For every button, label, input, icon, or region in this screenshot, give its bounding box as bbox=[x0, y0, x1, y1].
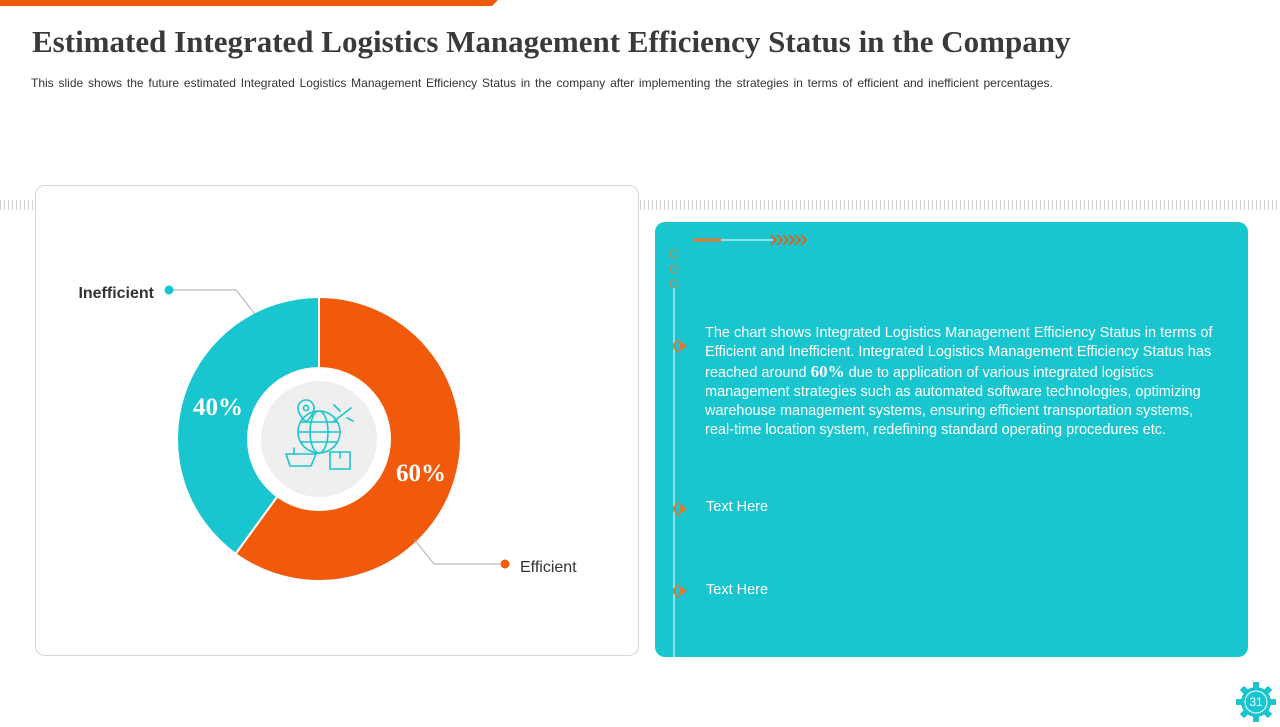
timeline-decoration bbox=[669, 234, 808, 657]
legend-dot-efficient bbox=[500, 559, 510, 569]
leader-line-efficient bbox=[413, 538, 500, 565]
bullet-marker-1 bbox=[673, 339, 687, 353]
logistics-globe-icon bbox=[285, 399, 354, 470]
page-number-badge: 31 bbox=[1236, 682, 1276, 722]
text-item-1: Text Here bbox=[706, 499, 769, 515]
gear-icon bbox=[1236, 682, 1276, 722]
donut-slice-inefficient bbox=[176, 295, 320, 556]
data-label-inefficient: 40% bbox=[193, 394, 243, 421]
top-accent-bar bbox=[0, 0, 498, 6]
page-number: 31 bbox=[1249, 695, 1263, 709]
text-item-2: Text Here bbox=[706, 582, 769, 598]
legend-label-inefficient: Inefficient bbox=[78, 285, 154, 302]
info-card: The chart shows Integrated Logistics Man… bbox=[655, 222, 1248, 657]
icon-backdrop bbox=[261, 381, 377, 497]
info-paragraph-start: The chart shows Integrated Logistics Man… bbox=[705, 325, 1213, 381]
legend-dot-inefficient bbox=[164, 285, 174, 295]
page-subtitle: This slide shows the future estimated In… bbox=[31, 76, 1053, 90]
data-label-efficient: 60% bbox=[396, 460, 446, 487]
chart-card: 40% 60% Inefficient Efficient bbox=[35, 185, 639, 656]
bullet-marker-3 bbox=[673, 584, 687, 598]
info-paragraph-end: due to application of various integrated… bbox=[705, 365, 1201, 438]
chevrons-icon bbox=[770, 234, 808, 246]
page-title: Estimated Integrated Logistics Managemen… bbox=[32, 24, 1071, 59]
legend-label-efficient: Efficient bbox=[520, 559, 577, 576]
leader-line-inefficient bbox=[170, 289, 256, 315]
donut-chart: 40% 60% Inefficient Efficient bbox=[78, 285, 577, 582]
info-paragraph: The chart shows Integrated Logistics Man… bbox=[705, 324, 1225, 440]
hatch-divider bbox=[0, 200, 1280, 210]
bullet-marker-2 bbox=[673, 502, 687, 516]
info-highlight: 60% bbox=[810, 362, 845, 381]
